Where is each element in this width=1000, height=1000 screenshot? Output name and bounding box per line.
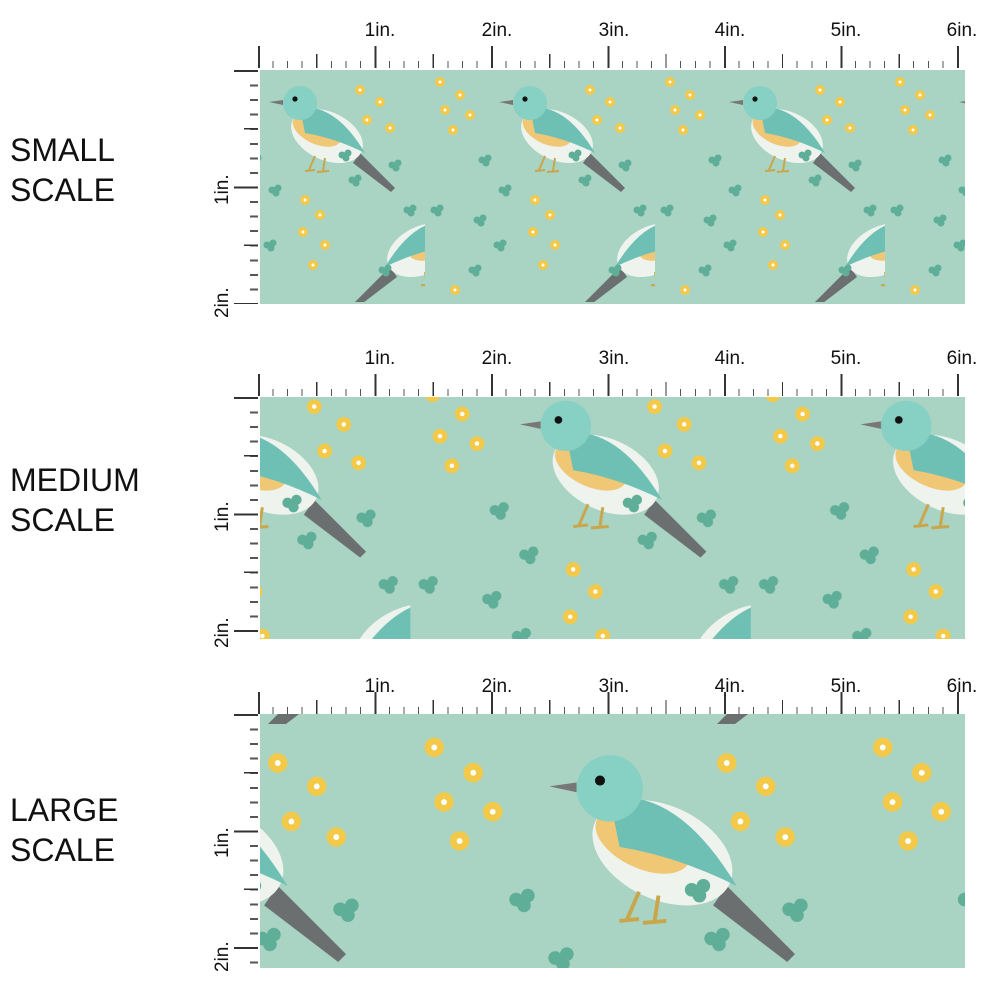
fabric-swatch-small [260,70,965,304]
ruler-label: 4in. [714,676,746,697]
ruler-label: 4in. [714,348,746,369]
ruler-label: 2in. [212,287,233,318]
ruler-label: 5in. [830,348,862,369]
ruler-label: 4in. [714,20,746,41]
label-line2: SCALE [10,502,115,538]
label-line1: LARGE [10,792,119,828]
label-line1: MEDIUM [10,462,140,498]
fabric-swatch-large [260,714,965,968]
ruler-label: 3in. [598,20,630,41]
ruler-label: 2in. [212,617,233,648]
ruler-label: 5in. [830,676,862,697]
ruler-label: 2in. [481,676,513,697]
ruler-label: 1in. [364,676,396,697]
small-scale-label: SMALL SCALE [10,130,115,210]
ruler-label: 1in. [212,174,233,205]
vertical-ruler [234,397,258,639]
ruler-label: 2in. [481,348,513,369]
horizontal-ruler [258,692,966,714]
horizontal-ruler [258,374,966,396]
vertical-ruler [234,70,258,304]
ruler-label: 6in. [946,348,978,369]
ruler-label: 3in. [598,676,630,697]
ruler-label: 2in. [481,20,513,41]
medium-scale-label: MEDIUM SCALE [10,460,140,540]
fabric-swatch-medium [260,397,965,639]
ruler-label: 1in. [364,348,396,369]
label-line2: SCALE [10,172,115,208]
ruler-label: 6in. [946,20,978,41]
ruler-label: 3in. [598,348,630,369]
ruler-label: 2in. [212,941,233,972]
ruler-label: 1in. [364,20,396,41]
vertical-ruler [234,714,258,968]
ruler-label: 1in. [212,501,233,532]
ruler-label: 6in. [946,676,978,697]
ruler-label: 1in. [212,827,233,858]
horizontal-ruler [258,46,966,68]
label-line1: SMALL [10,132,115,168]
large-scale-label: LARGE SCALE [10,790,118,870]
label-line2: SCALE [10,832,115,868]
ruler-label: 5in. [830,20,862,41]
